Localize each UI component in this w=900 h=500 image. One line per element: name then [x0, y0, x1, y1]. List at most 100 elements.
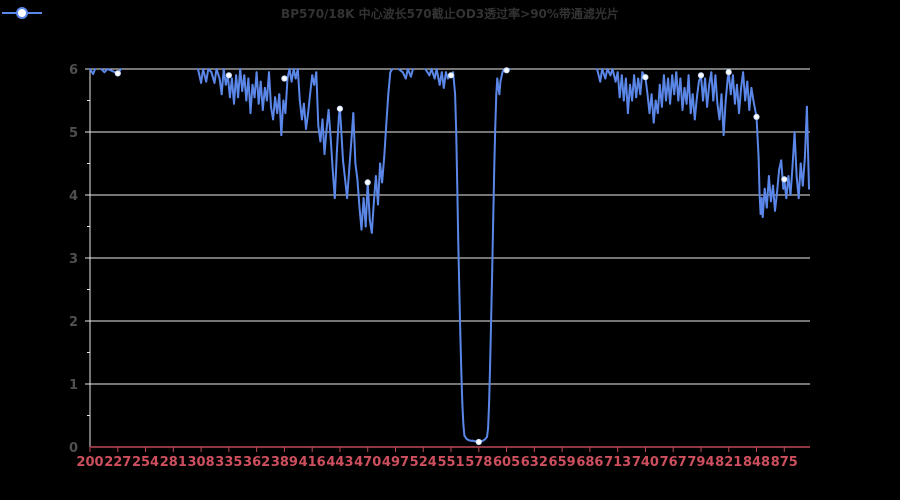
series-segment [305, 112, 310, 130]
series-segment [459, 332, 463, 373]
data-point-marker-470[interactable] [364, 179, 371, 186]
series-segment [499, 71, 504, 83]
series-segment [307, 93, 312, 115]
series-segment [491, 219, 495, 272]
series-segment [268, 71, 272, 108]
x-axis-label-767: 767 [660, 455, 687, 470]
series-segment [805, 105, 810, 190]
series-segment [354, 162, 359, 181]
y-axis-label-2: 2 [69, 315, 78, 330]
series-segment [714, 74, 719, 105]
series-segment [494, 93, 498, 127]
series-segment [377, 162, 382, 206]
x-axis-label-443: 443 [326, 455, 353, 470]
series-segment [454, 93, 458, 133]
series-segment [755, 115, 760, 159]
y-axis-label-4: 4 [69, 189, 78, 204]
series-segment [205, 68, 210, 83]
series-segment [340, 124, 344, 162]
series-segment [323, 127, 328, 156]
series-segment [383, 124, 388, 159]
data-point-marker-443[interactable] [336, 105, 343, 112]
x-axis-label-308: 308 [188, 455, 215, 470]
series-segment [389, 68, 394, 74]
series-segment [639, 71, 644, 96]
series-line [89, 68, 810, 443]
series-segment [352, 112, 357, 165]
series-segment [460, 370, 464, 404]
x-axis-label-686: 686 [576, 455, 603, 470]
series-segment [456, 181, 460, 241]
series-segment [801, 156, 806, 187]
y-axis-label-3: 3 [69, 252, 78, 267]
data-point-marker-578[interactable] [475, 438, 482, 446]
series-segment [348, 140, 353, 171]
series-segment [486, 427, 490, 438]
series-segment [498, 80, 502, 96]
series-segment [381, 156, 386, 184]
series-segment [489, 320, 493, 367]
x-axis-label-659: 659 [549, 455, 576, 470]
series-segment [92, 68, 97, 75]
data-point-marker-821[interactable] [725, 69, 732, 76]
series-segment [492, 168, 496, 222]
y-axis-label-1: 1 [69, 378, 78, 393]
series-segment [488, 364, 492, 404]
series-segment [487, 401, 491, 430]
data-point-marker-875[interactable] [781, 176, 788, 183]
series-segment [327, 108, 332, 140]
series-segment [284, 77, 289, 115]
series-segment [461, 401, 465, 426]
x-axis-label-470: 470 [354, 455, 381, 470]
series-segment [604, 68, 609, 80]
x-axis-label-821: 821 [715, 455, 742, 470]
series-segment [457, 238, 461, 291]
series-segment [333, 149, 338, 200]
data-point-marker-389[interactable] [281, 75, 288, 82]
x-axis-label-362: 362 [243, 455, 270, 470]
series-segment [370, 200, 375, 234]
series-segment [280, 99, 285, 137]
series-segment [793, 131, 798, 178]
x-axis-label-875: 875 [771, 455, 798, 470]
legend-series-label: BP570/18K 中心波长570截止OD3透过率>90%带通滤光片 [281, 7, 619, 21]
data-point-marker-794[interactable] [697, 72, 705, 79]
data-point-marker-848[interactable] [753, 113, 760, 121]
series-segment [774, 190, 779, 212]
data-point-marker-605[interactable] [503, 67, 510, 74]
legend-marker-icon [2, 7, 42, 19]
x-axis-label-389: 389 [271, 455, 298, 470]
series-segment [213, 68, 218, 84]
series-segment [695, 80, 700, 99]
series-segment [687, 74, 692, 115]
series-segment [409, 68, 414, 78]
x-axis-label-524: 524 [410, 455, 437, 470]
x-axis-label-200: 200 [76, 455, 103, 470]
series-segment [385, 93, 390, 127]
data-point-marker-740[interactable] [642, 74, 649, 81]
series-segment [706, 83, 711, 108]
x-axis-label-551: 551 [437, 455, 464, 470]
series-segment [493, 124, 497, 171]
series-segment [346, 168, 351, 200]
data-point-marker-335[interactable] [225, 72, 232, 79]
series-segment [724, 77, 729, 102]
series-segment [356, 178, 361, 209]
y-axis-label-6: 6 [69, 63, 78, 78]
series-segment [458, 288, 462, 335]
series-segment [776, 168, 781, 193]
x-axis-label-227: 227 [104, 455, 131, 470]
series-segment [455, 131, 459, 184]
x-axis-label-740: 740 [632, 455, 659, 470]
series-segment [496, 77, 500, 89]
series-segment [757, 156, 761, 196]
x-axis-label-254: 254 [132, 455, 159, 470]
data-point-marker-227[interactable] [114, 70, 121, 77]
x-axis-label-335: 335 [215, 455, 242, 470]
series-segment [315, 71, 320, 127]
y-axis-label-0: 0 [69, 441, 78, 456]
x-axis-label-605: 605 [493, 455, 520, 470]
legend[interactable]: BP570/18K 中心波长570截止OD3透过率>90%带通滤光片 [0, 5, 900, 22]
data-point-marker-551[interactable] [447, 72, 455, 79]
